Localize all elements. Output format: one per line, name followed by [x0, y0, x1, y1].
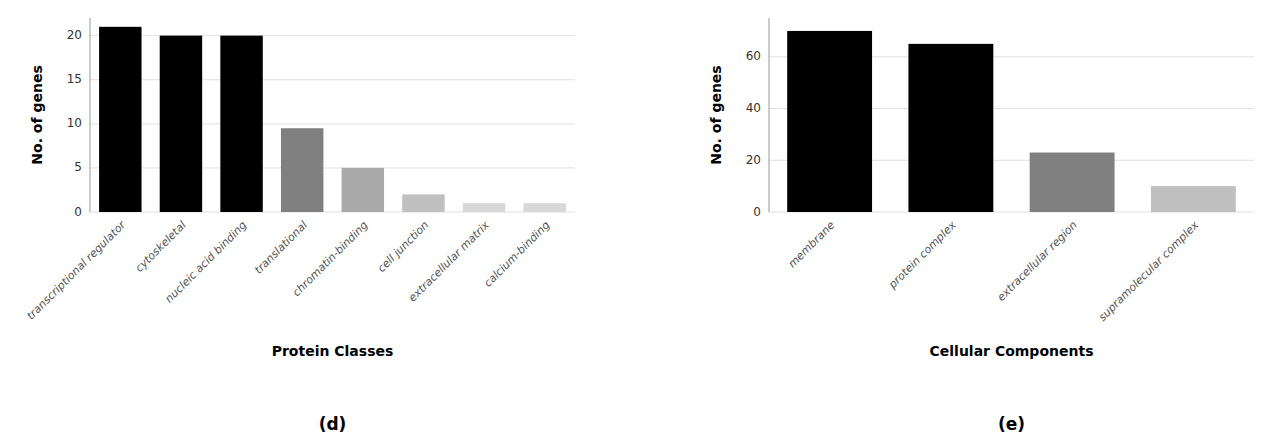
y-axis-line [769, 18, 770, 212]
bar [402, 194, 444, 212]
x-tick-label: supramolecular complex [1096, 218, 1202, 324]
x-tick-label: chromatin-binding [290, 219, 371, 300]
bar [523, 203, 565, 212]
x-tick-label: cell junction [375, 219, 431, 275]
panel: 0 5 10 15 20 transcriptional regulatorcytoske… [24, 18, 575, 434]
bar [1030, 153, 1115, 212]
bar [342, 168, 384, 212]
y-tick-label: 5 [74, 160, 82, 174]
x-axis-label: Cellular Components [930, 343, 1094, 359]
bars [787, 31, 1236, 212]
y-tick-label: 60 [746, 49, 761, 63]
y-axis-line [90, 18, 91, 212]
x-tick-label: calcium-binding [481, 219, 552, 290]
y-tick-label: 20 [746, 153, 761, 167]
bars [99, 27, 566, 212]
y-tick-label: 40 [746, 101, 761, 115]
x-axis-label: Protein Classes [272, 343, 394, 359]
x-tick-label: membrane [786, 218, 838, 270]
x-tick-label: transcriptional regulator [24, 218, 129, 323]
bar [908, 44, 993, 212]
x-tick-label: nucleic acid binding [163, 219, 250, 306]
bar [220, 36, 262, 212]
panel: 0 20 40 60 membrane protein complex extracellu… [708, 18, 1254, 434]
bar [99, 27, 141, 212]
x-tick-label: translational [252, 219, 310, 277]
x-tick-label: extracellular matrix [406, 218, 492, 304]
x-tick-label: extracellular region [995, 219, 1080, 304]
bar [281, 128, 323, 212]
figure: 0 5 10 15 20 transcriptional regulatorcytoske… [0, 0, 1280, 446]
y-tick-label: 0 [74, 205, 82, 219]
bar [1151, 186, 1236, 212]
bar [463, 203, 505, 212]
y-tick-label: 15 [67, 72, 82, 86]
y-tick-label: 10 [67, 116, 82, 130]
x-tick-label: cytoskeletal [133, 219, 189, 275]
subplot-label: (e) [998, 414, 1025, 434]
bar [787, 31, 872, 212]
x-tick-label: protein complex [885, 218, 959, 292]
y-axis-label: No. of genes [708, 65, 724, 164]
subplot-label: (d) [319, 414, 347, 434]
y-tick-label: 0 [753, 205, 761, 219]
y-tick-label: 20 [67, 28, 82, 42]
bar [160, 36, 202, 212]
y-axis-label: No. of genes [29, 65, 45, 164]
